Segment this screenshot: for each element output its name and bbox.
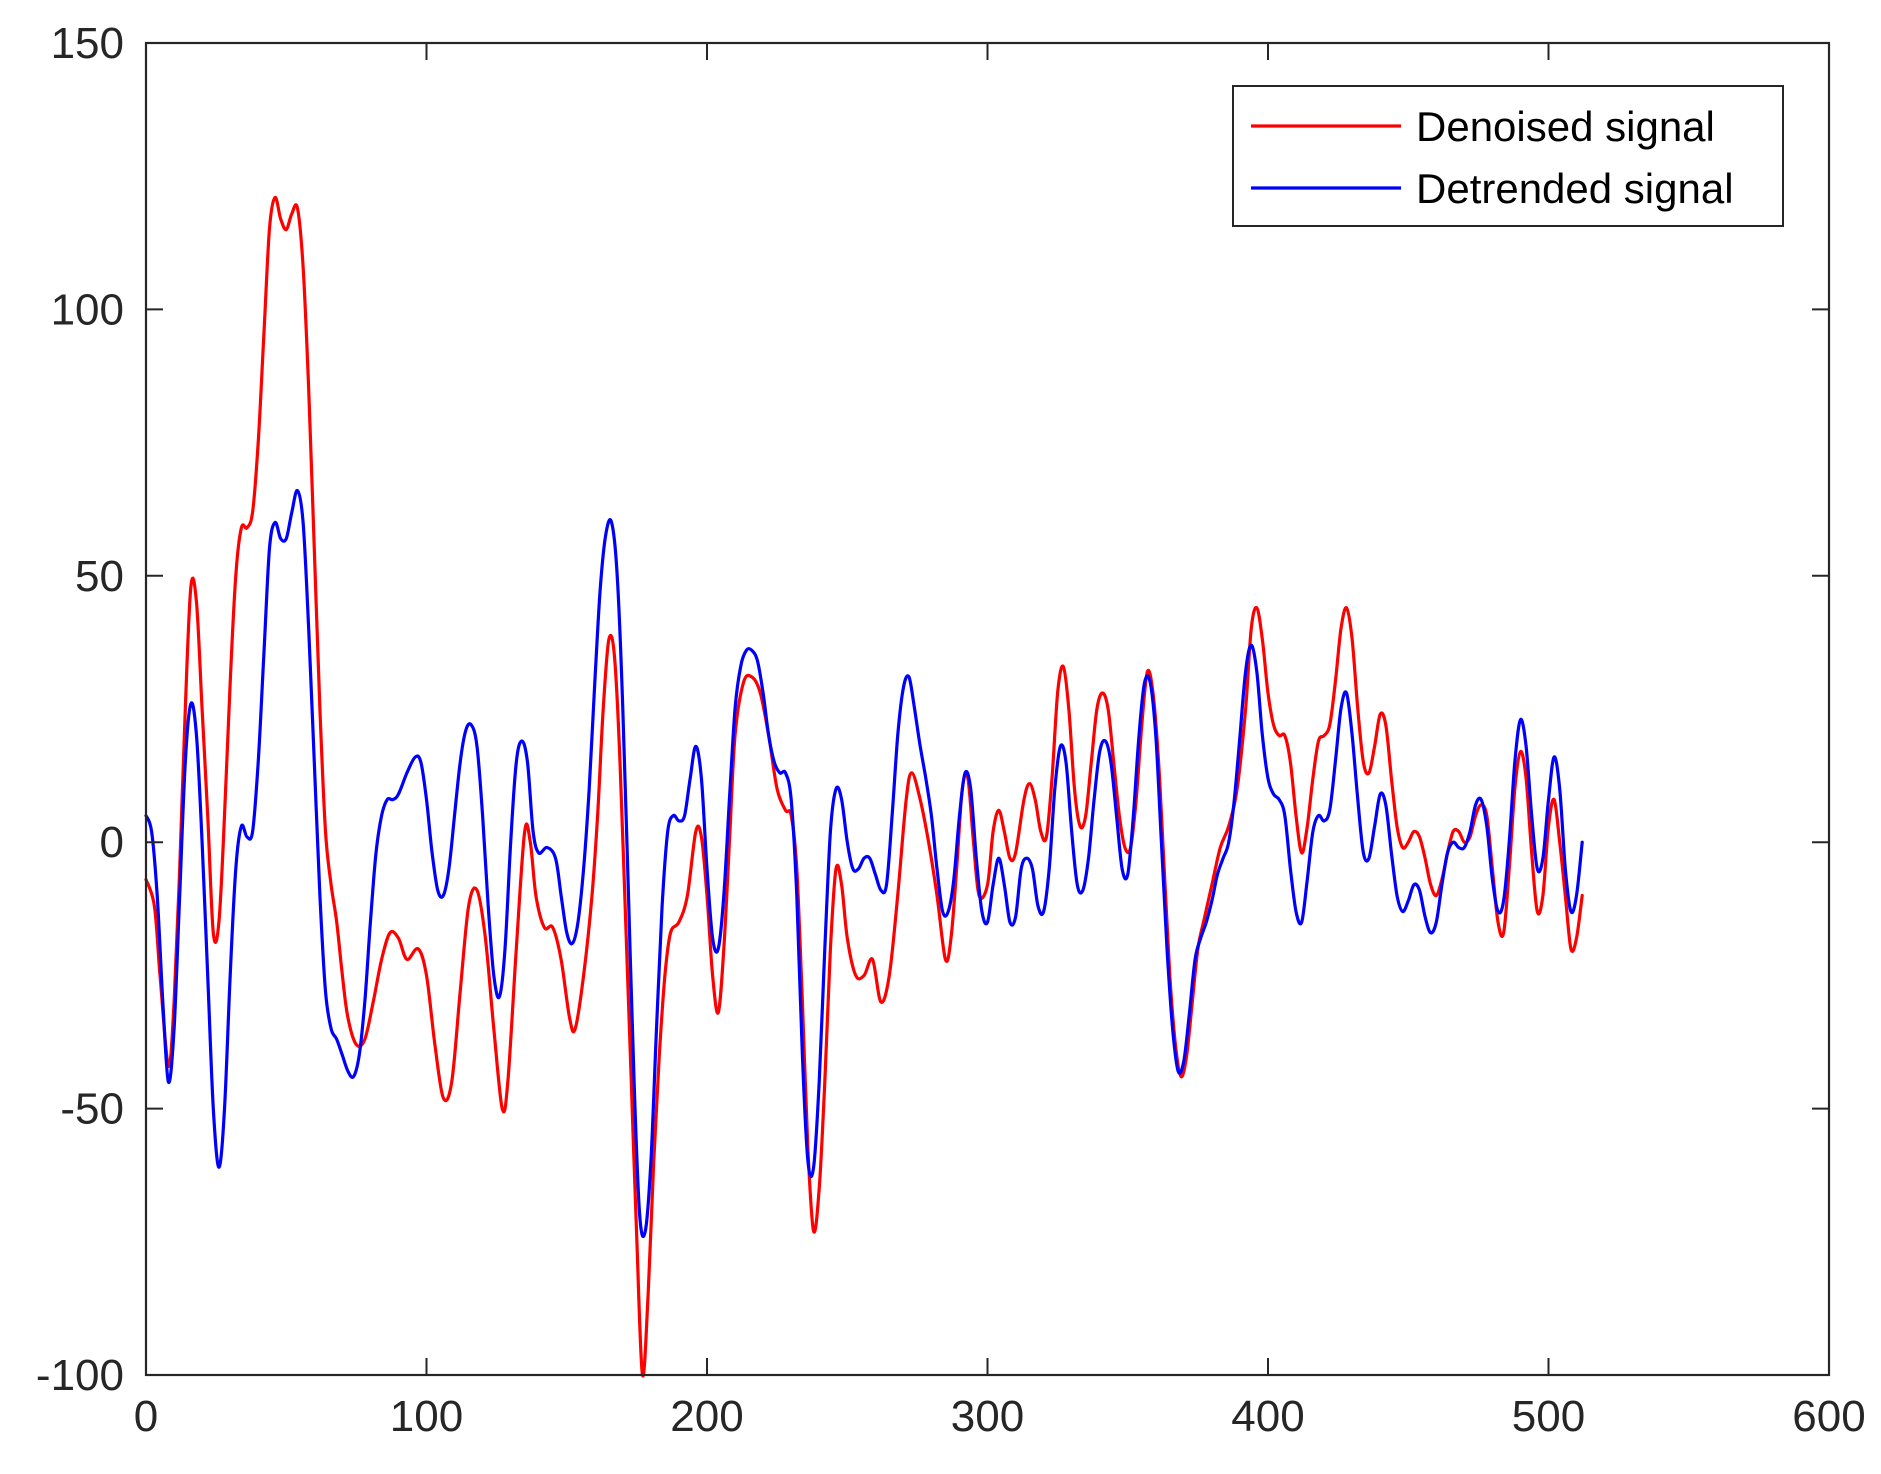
x-tick-label: 400: [1231, 1392, 1304, 1441]
series-layer: [144, 195, 1584, 1378]
series-line-denoised-signal: [144, 195, 1584, 1378]
y-tick-label: -50: [60, 1085, 124, 1134]
series-line-detrended-signal: [144, 488, 1584, 1239]
legend-box: [1232, 85, 1784, 227]
y-tick-label: -100: [36, 1351, 124, 1400]
y-tick-label: 100: [51, 285, 124, 334]
y-tick-label: 50: [75, 552, 124, 601]
legend: Denoised signal Detrended signal: [1232, 85, 1784, 227]
y-tick-label: 150: [51, 19, 124, 68]
legend-label-detrended-signal: Detrended signal: [1416, 165, 1734, 212]
x-tick-label: 200: [670, 1392, 743, 1441]
x-tick-label: 0: [134, 1392, 158, 1441]
legend-label-denoised-signal: Denoised signal: [1416, 103, 1715, 150]
axes-layer: 0 100 200 300 400 500 600 -100 -50 0 50 100 150: [36, 19, 1866, 1441]
x-tick-label: 100: [390, 1392, 463, 1441]
x-tick-label: 300: [951, 1392, 1024, 1441]
x-tick-label: 600: [1792, 1392, 1865, 1441]
x-tick-label: 500: [1512, 1392, 1585, 1441]
y-tick-label: 0: [100, 818, 124, 867]
